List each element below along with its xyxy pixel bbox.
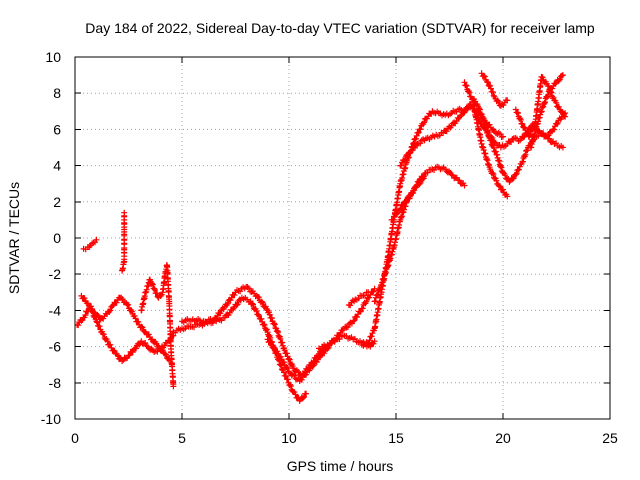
y-tick-label: 4 (53, 158, 61, 174)
series-sat-D (119, 209, 128, 274)
y-tick-label: -8 (49, 375, 62, 391)
series-trace (265, 288, 377, 383)
y-tick-label: -2 (49, 266, 62, 282)
series-sat-T (527, 72, 566, 151)
x-axis-label: GPS time / hours (287, 458, 394, 474)
series-sat-E (138, 262, 177, 390)
series-trace (82, 239, 98, 253)
x-tick-label: 0 (71, 430, 79, 446)
y-tick-label: 6 (53, 121, 61, 137)
x-tick-label: 20 (495, 430, 511, 446)
series-trace (479, 72, 509, 109)
series-sat-L (371, 163, 468, 305)
y-tick-label: 8 (53, 85, 61, 101)
series-sat-C (80, 236, 100, 253)
data-point (562, 113, 569, 120)
series-sat-R (478, 70, 511, 109)
series-trace (528, 72, 565, 151)
series-trace (79, 294, 174, 365)
series-trace (75, 305, 176, 363)
x-tick-label: 5 (178, 430, 186, 446)
series-trace (389, 175, 426, 223)
series-sat-J (345, 289, 372, 309)
series-trace (180, 284, 330, 378)
y-tick-label: -6 (49, 339, 62, 355)
y-tick-label: 2 (53, 194, 61, 210)
x-tick-label: 15 (388, 430, 404, 446)
series-sat-S (512, 73, 569, 140)
x-tick-label: 10 (281, 430, 297, 446)
plot-area (75, 70, 569, 404)
series-sat-K (358, 101, 474, 349)
y-axis-label: SDTVAR / TECUs (6, 182, 22, 294)
series-sat-I (316, 332, 378, 353)
series-trace (119, 212, 128, 273)
series-trace (360, 101, 473, 349)
series-trace (138, 262, 177, 388)
chart-title: Day 184 of 2022, Sidereal Day-to-day VTE… (85, 20, 595, 36)
series-trace (347, 289, 370, 309)
y-tick-label: -4 (49, 302, 62, 318)
y-tick-label: -10 (41, 411, 61, 427)
y-tick-label: 10 (45, 49, 61, 65)
x-tick-label: 25 (602, 430, 618, 446)
series-sat-M (388, 175, 427, 223)
y-tick-label: 0 (53, 230, 61, 246)
axis-ticks: 0 5 10 15 20 25 -10 -8 -6 -4 -2 0 2 4 6 8 10 (41, 49, 618, 446)
